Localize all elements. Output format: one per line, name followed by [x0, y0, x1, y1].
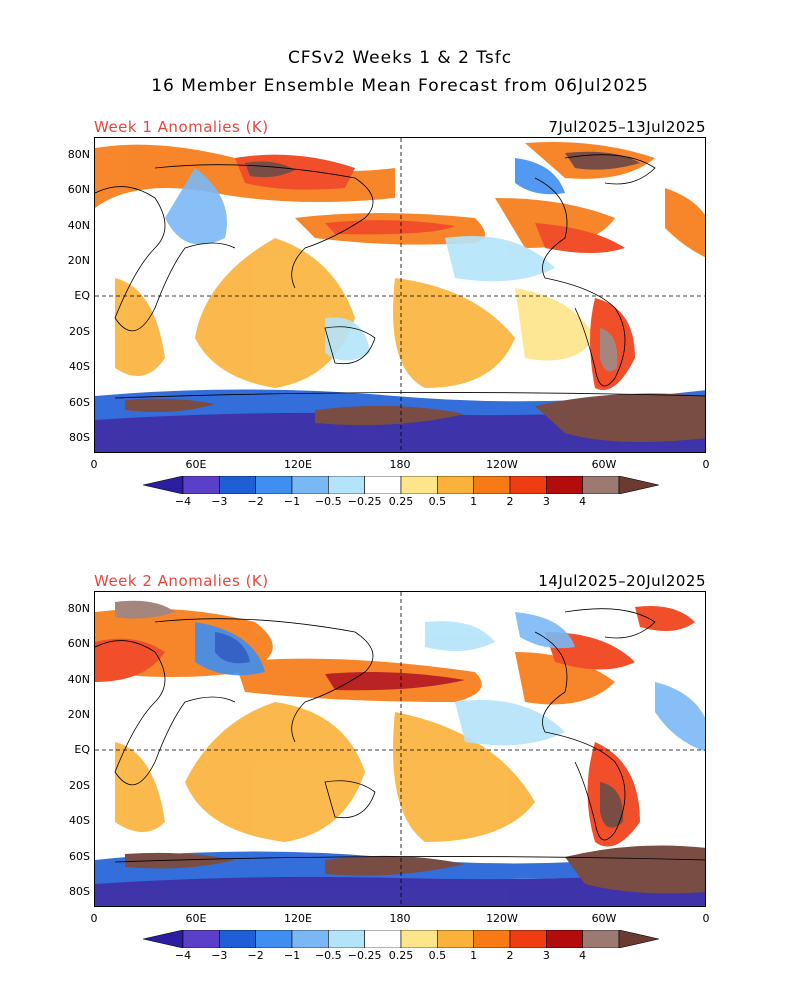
p1-lon-120e: 120E: [284, 458, 312, 471]
p1-lon-120w: 120W: [486, 458, 518, 471]
colorbar-tick-label: −0.5: [314, 949, 342, 962]
colorbar-tick-label: 1: [470, 949, 478, 962]
panel-2-anomaly-field: [95, 592, 705, 906]
colorbar-tick-label: 2: [506, 495, 514, 508]
colorbar-bin: [509, 476, 547, 494]
colorbar-tick-label: −2: [247, 949, 264, 962]
colorbar-bin: [364, 476, 402, 494]
panel-2-date-range: 14Jul2025–20Jul2025: [538, 572, 706, 590]
colorbar-tick-label: 3: [542, 949, 550, 962]
p1-lat-20n: 20N: [67, 254, 90, 267]
colorbar-bin: [328, 930, 365, 948]
panel-1-date-range: 7Jul2025–13Jul2025: [548, 118, 706, 136]
p2-lon-60w: 60W: [591, 912, 617, 925]
colorbar-bin: [509, 930, 547, 948]
colorbar-bin: [291, 930, 329, 948]
colorbar-bin: [437, 476, 474, 494]
colorbar-2: [143, 930, 659, 948]
colorbar-tick-label: −4: [174, 949, 192, 962]
panel-1-title: Week 1 Anomalies (K): [94, 118, 269, 136]
colorbar-bin: [219, 930, 256, 948]
p1-lat-20s: 20S: [69, 325, 90, 338]
colorbar-bin: [255, 476, 293, 494]
colorbar-bin: [582, 476, 620, 494]
colorbar-bin: [437, 930, 474, 948]
p1-lat-80s: 80S: [69, 431, 90, 444]
p2-lon-180: 180: [389, 912, 411, 925]
colorbar-tick-label: −1: [283, 949, 301, 962]
colorbar-1: [143, 476, 659, 494]
p1-lon-0-east: 0: [702, 458, 710, 471]
p2-lat-80n: 80N: [67, 602, 90, 615]
p2-lat-20s: 20S: [69, 779, 90, 792]
colorbar-bin: [291, 476, 329, 494]
colorbar-bin: [473, 476, 511, 494]
colorbar-tick-label: −2: [247, 495, 264, 508]
colorbar-bin: [400, 476, 438, 494]
p2-lat-20n: 20N: [67, 708, 90, 721]
p2-lat-60s: 60S: [69, 850, 90, 863]
p1-lon-60e: 60E: [185, 458, 207, 471]
colorbar-tick-label: 0.25: [388, 495, 414, 508]
p2-lon-120w: 120W: [486, 912, 518, 925]
p1-lat-40s: 40S: [69, 360, 90, 373]
colorbar-tick-label: 4: [579, 949, 587, 962]
colorbar-bin: [400, 930, 438, 948]
colorbar-tick-label: 1: [470, 495, 478, 508]
colorbar-bin: [546, 476, 583, 494]
p1-lat-80n: 80N: [67, 148, 90, 161]
colorbar-tick-label: −4: [174, 495, 192, 508]
p2-lon-60e: 60E: [185, 912, 207, 925]
p2-lon-120e: 120E: [284, 912, 312, 925]
chart-title-line-1: CFSv2 Weeks 1 & 2 Tsfc: [287, 48, 513, 68]
colorbar-high-cap: [618, 930, 659, 948]
p1-lon-60w: 60W: [591, 458, 617, 471]
p2-lat-40s: 40S: [69, 814, 90, 827]
p1-lon-180: 180: [389, 458, 411, 471]
p1-lat-eq: EQ: [74, 289, 90, 302]
p2-lat-eq: EQ: [74, 743, 90, 756]
colorbar-tick-label: 2: [506, 949, 514, 962]
colorbar-bin: [255, 930, 293, 948]
colorbar-low-cap: [143, 476, 184, 494]
colorbar-tick-label: −3: [211, 495, 228, 508]
colorbar-bin: [473, 930, 511, 948]
p2-lat-80s: 80S: [69, 885, 90, 898]
p2-lon-0-east: 0: [702, 912, 710, 925]
colorbar-tick-label: −1: [283, 495, 301, 508]
colorbar-tick-label: −3: [211, 949, 228, 962]
p2-lat-60n: 60N: [67, 637, 90, 650]
colorbar-tick-label: −0.5: [314, 495, 342, 508]
panel-1-anomaly-field: [95, 138, 705, 452]
colorbar-bin: [546, 930, 583, 948]
colorbar-tick-label: 4: [579, 495, 587, 508]
colorbar-tick-label: −0.25: [347, 949, 382, 962]
panel-1-map: [94, 137, 706, 453]
colorbar-tick-label: 3: [542, 495, 550, 508]
p2-lon-0: 0: [90, 912, 98, 925]
chart-title-line-2: 16 Member Ensemble Mean Forecast from 06…: [151, 76, 649, 96]
colorbar-bin: [182, 930, 220, 948]
colorbar-tick-label: 0.5: [428, 949, 447, 962]
p1-lon-0: 0: [90, 458, 98, 471]
p1-lat-60s: 60S: [69, 396, 90, 409]
p2-lat-40n: 40N: [67, 673, 90, 686]
colorbar-bin: [219, 476, 256, 494]
colorbar-bin: [182, 476, 220, 494]
colorbar-bin: [582, 930, 620, 948]
p1-lat-60n: 60N: [67, 183, 90, 196]
colorbar-bin: [364, 930, 402, 948]
colorbar-high-cap: [618, 476, 659, 494]
colorbar-tick-label: −0.25: [347, 495, 382, 508]
panel-2-title: Week 2 Anomalies (K): [94, 572, 269, 590]
colorbar-low-cap: [143, 930, 184, 948]
colorbar-bin: [328, 476, 365, 494]
p1-lat-40n: 40N: [67, 219, 90, 232]
colorbar-tick-label: 0.5: [428, 495, 447, 508]
colorbar-tick-label: 0.25: [388, 949, 414, 962]
panel-2-map: [94, 591, 706, 907]
